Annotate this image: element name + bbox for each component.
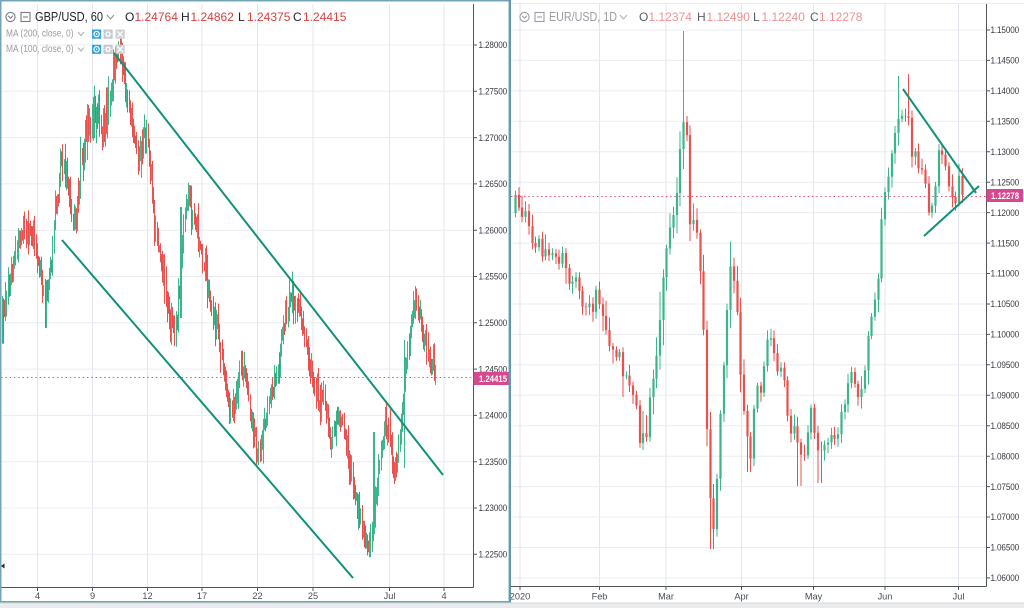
svg-text:1.28000: 1.28000 xyxy=(479,40,508,50)
svg-text:1.09500: 1.09500 xyxy=(991,360,1020,370)
svg-text:1.12278: 1.12278 xyxy=(819,10,863,24)
svg-text:9: 9 xyxy=(90,591,95,601)
svg-text:1.22500: 1.22500 xyxy=(479,550,508,560)
svg-text:1.24862: 1.24862 xyxy=(191,10,235,24)
svg-text:1.07500: 1.07500 xyxy=(991,482,1020,492)
svg-text:O: O xyxy=(639,10,648,24)
svg-text:C: C xyxy=(810,10,819,24)
svg-text:1.14500: 1.14500 xyxy=(991,56,1020,66)
svg-text:25: 25 xyxy=(308,591,318,601)
svg-text:1.08000: 1.08000 xyxy=(991,451,1020,461)
svg-text:2020: 2020 xyxy=(510,592,530,602)
svg-text:1.06000: 1.06000 xyxy=(991,573,1020,583)
svg-text:12: 12 xyxy=(142,591,152,601)
svg-text:Jun: Jun xyxy=(878,592,893,602)
svg-text:1.12500: 1.12500 xyxy=(991,177,1020,187)
svg-text:1.07000: 1.07000 xyxy=(991,512,1020,522)
svg-text:1.12278: 1.12278 xyxy=(991,191,1019,201)
svg-text:1.26500: 1.26500 xyxy=(479,179,508,189)
svg-text:1.25000: 1.25000 xyxy=(479,318,508,328)
svg-text:1.23500: 1.23500 xyxy=(479,457,508,467)
svg-text:1.23000: 1.23000 xyxy=(479,503,508,513)
svg-text:Jul: Jul xyxy=(953,592,965,602)
svg-text:1.25500: 1.25500 xyxy=(479,272,508,282)
svg-text:MA (200, close, 0): MA (200, close, 0) xyxy=(6,29,74,40)
svg-text:1.24764: 1.24764 xyxy=(135,10,179,24)
svg-text:L: L xyxy=(238,10,245,24)
svg-text:Mar: Mar xyxy=(658,592,674,602)
svg-text:1.24415: 1.24415 xyxy=(479,374,507,384)
svg-text:1.06500: 1.06500 xyxy=(991,543,1020,553)
svg-text:1.24375: 1.24375 xyxy=(247,10,291,24)
svg-text:1.24500: 1.24500 xyxy=(479,364,508,374)
svg-text:1.15000: 1.15000 xyxy=(991,25,1020,35)
svg-text:1.24000: 1.24000 xyxy=(479,411,508,421)
svg-text:MA (100, close, 0): MA (100, close, 0) xyxy=(6,44,74,55)
svg-text:Feb: Feb xyxy=(592,592,608,602)
svg-text:17: 17 xyxy=(197,591,207,601)
svg-text:L: L xyxy=(753,10,760,24)
svg-text:1.12490: 1.12490 xyxy=(707,10,751,24)
svg-text:Apr: Apr xyxy=(734,592,748,602)
svg-text:1.12000: 1.12000 xyxy=(991,208,1020,218)
svg-text:C: C xyxy=(293,10,302,24)
svg-text:1.11500: 1.11500 xyxy=(991,238,1020,248)
svg-text:H: H xyxy=(181,10,190,24)
svg-text:1.27000: 1.27000 xyxy=(479,133,508,143)
svg-text:O: O xyxy=(125,10,134,24)
svg-text:4: 4 xyxy=(35,591,40,601)
svg-text:May: May xyxy=(805,592,823,602)
svg-text:1.27500: 1.27500 xyxy=(479,87,508,97)
svg-text:1.14000: 1.14000 xyxy=(991,86,1020,96)
svg-text:1.13500: 1.13500 xyxy=(991,117,1020,127)
svg-text:EUR/USD, 1D: EUR/USD, 1D xyxy=(549,10,617,24)
svg-text:1.08500: 1.08500 xyxy=(991,421,1020,431)
svg-text:1.26000: 1.26000 xyxy=(479,225,508,235)
svg-text:1.13000: 1.13000 xyxy=(991,147,1020,157)
svg-text:1.24415: 1.24415 xyxy=(303,10,347,24)
svg-text:GBP/USD, 60: GBP/USD, 60 xyxy=(35,10,103,24)
svg-text:1.11000: 1.11000 xyxy=(991,269,1020,279)
svg-text:Jul: Jul xyxy=(384,591,396,601)
svg-text:H: H xyxy=(697,10,706,24)
svg-text:1.10500: 1.10500 xyxy=(991,299,1020,309)
svg-text:4: 4 xyxy=(441,591,446,601)
svg-text:1.09000: 1.09000 xyxy=(991,391,1020,401)
svg-text:1.12374: 1.12374 xyxy=(649,10,693,24)
svg-text:1.10000: 1.10000 xyxy=(991,330,1020,340)
svg-text:22: 22 xyxy=(252,591,262,601)
svg-text:1.12240: 1.12240 xyxy=(762,10,806,24)
